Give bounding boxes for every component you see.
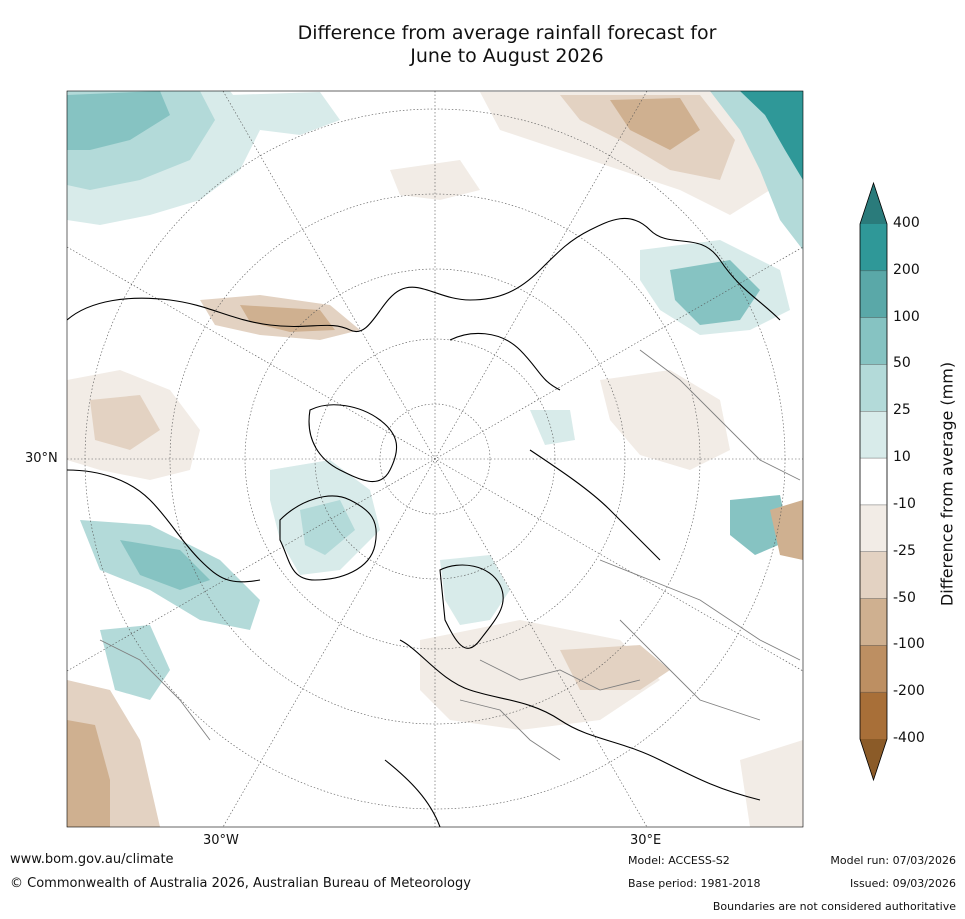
longitude-label-30e: 30°E	[630, 833, 662, 848]
colorbar-tick-label: 400	[893, 215, 920, 231]
colorbar-segment	[860, 504, 887, 552]
wet-region-north-pacific-peak	[67, 91, 170, 150]
country-borders	[99, 349, 801, 761]
colorbar-tick-label: 50	[893, 355, 911, 372]
dry-band-bering-core	[240, 305, 335, 332]
colorbar	[859, 181, 888, 782]
footer-base-period: Base period: 1981-2018	[628, 877, 761, 890]
wet-region-north-america-west-core	[120, 540, 210, 590]
colorbar-tick-label: 25	[893, 402, 911, 419]
rainfall-anomaly-layer	[67, 91, 803, 827]
wet-patch-arctic	[530, 410, 575, 445]
wet-patch-pacific-east	[230, 92, 340, 135]
footer-disclaimer: Boundaries are not considered authoritat…	[712, 900, 956, 913]
colorbar-segment	[860, 458, 887, 505]
colorbar-outline	[859, 181, 888, 782]
dry-region-east-pacific-core	[90, 395, 160, 450]
colorbar-tick-label: 100	[893, 308, 920, 325]
graticule	[67, 91, 803, 827]
map-title: Difference from average rainfall forecas…	[67, 22, 947, 68]
colorbar-tick-label: -25	[893, 542, 916, 559]
footer-website: www.bom.gov.au/climate	[10, 852, 174, 867]
wet-region-central-asia-core	[670, 260, 760, 325]
title-line-2: June to August 2026	[410, 45, 604, 67]
wet-region-scandinavia	[440, 555, 510, 625]
colorbar-tick-label: -200	[893, 683, 925, 700]
dry-region-east-asia	[770, 500, 803, 560]
map-frame	[66, 90, 804, 828]
wet-region-greenland-core	[300, 500, 355, 555]
colorbar-tick-label: 10	[893, 449, 911, 466]
colorbar-segment	[860, 411, 887, 459]
dry-region-north-asia-peak	[610, 98, 700, 150]
latitude-label-30n: 30°N	[25, 451, 58, 466]
colorbar-tick-label: -10	[893, 495, 916, 512]
coastlines	[67, 217, 781, 827]
colorbar-extend-bottom	[860, 739, 887, 780]
title-line-1: Difference from average rainfall forecas…	[297, 22, 717, 44]
footer-model: Model: ACCESS-S2	[628, 854, 730, 867]
colorbar-segment	[860, 692, 887, 739]
colorbar-segment	[860, 317, 887, 365]
dry-region-east-siberia	[600, 370, 730, 470]
footer-copyright: © Commonwealth of Australia 2026, Austra…	[10, 876, 471, 891]
longitude-label-30w: 30°W	[203, 833, 239, 848]
wet-region-gulf	[100, 625, 170, 700]
footer-issued: Issued: 09/03/2026	[849, 877, 956, 890]
dry-region-mediterranean	[560, 645, 670, 690]
colorbar-segment	[860, 224, 887, 271]
colorbar-segment	[860, 645, 887, 693]
dry-region-bottom-right	[740, 740, 803, 827]
colorbar-segment	[860, 598, 887, 646]
wet-region-south-china-sea-core	[740, 91, 803, 180]
colorbar-tick-label: -100	[893, 636, 925, 653]
colorbar-tick-label: -50	[893, 589, 916, 606]
colorbar-segment	[860, 551, 887, 599]
footer-model-run: Model run: 07/03/2026	[830, 854, 956, 867]
colorbar-segment	[860, 270, 887, 318]
colorbar-tick-label: 200	[893, 261, 920, 278]
dry-region-southwest-core	[67, 720, 110, 827]
colorbar-tick-label: -400	[893, 730, 925, 746]
colorbar-title-text: Difference from average (mm)	[937, 361, 957, 607]
colorbar-segment	[860, 364, 887, 412]
colorbar-extend-top	[860, 183, 887, 224]
